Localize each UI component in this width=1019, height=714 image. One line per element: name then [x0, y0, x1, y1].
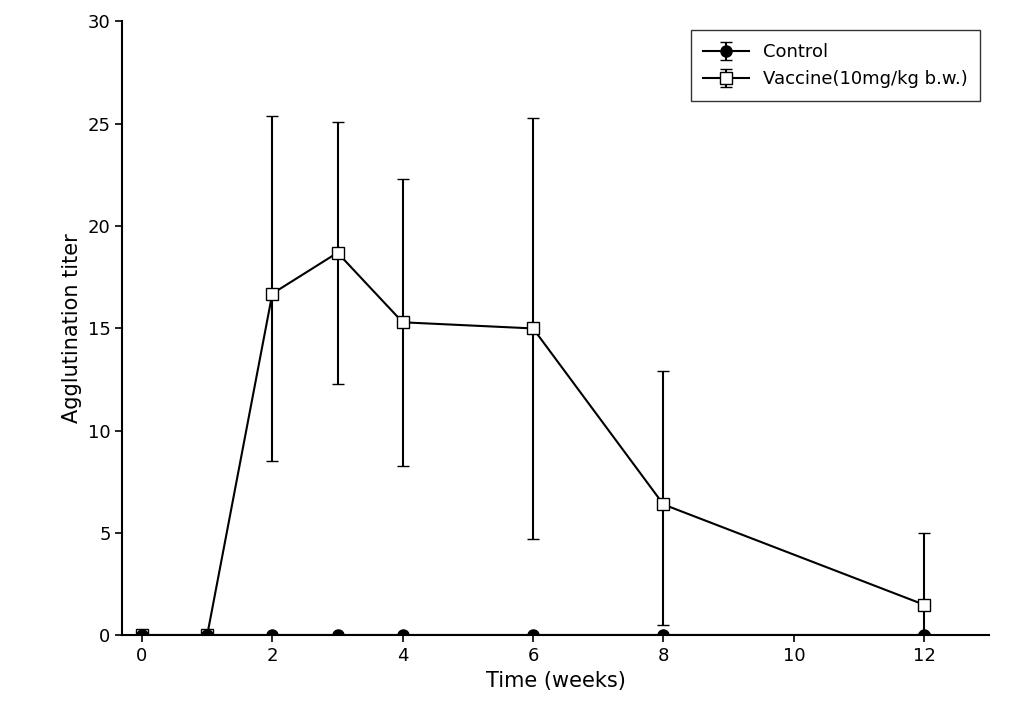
- Y-axis label: Agglutination titer: Agglutination titer: [62, 233, 82, 423]
- X-axis label: Time (weeks): Time (weeks): [485, 671, 626, 691]
- Legend: Control, Vaccine(10mg/kg b.w.): Control, Vaccine(10mg/kg b.w.): [690, 31, 979, 101]
